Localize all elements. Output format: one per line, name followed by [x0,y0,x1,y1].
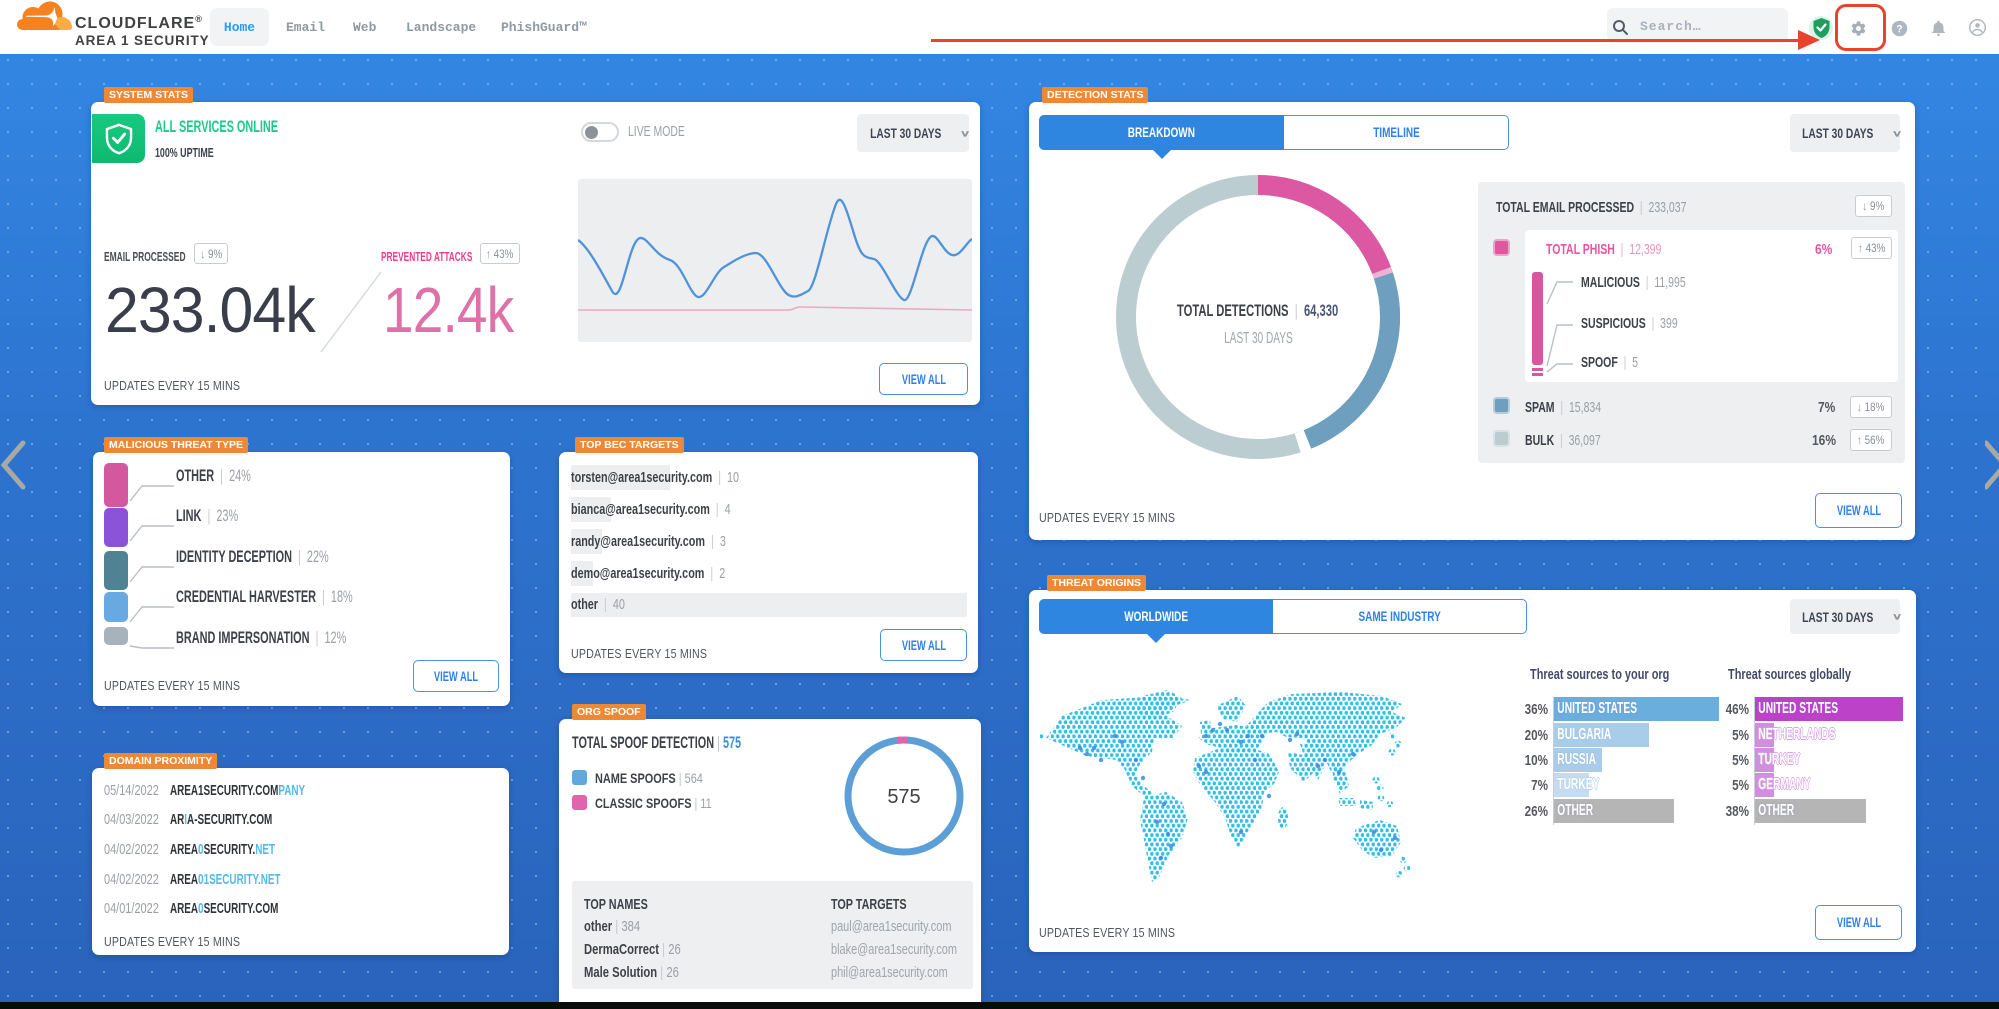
svg-text:?: ? [1896,23,1902,35]
svg-text:575: 575 [887,786,920,808]
